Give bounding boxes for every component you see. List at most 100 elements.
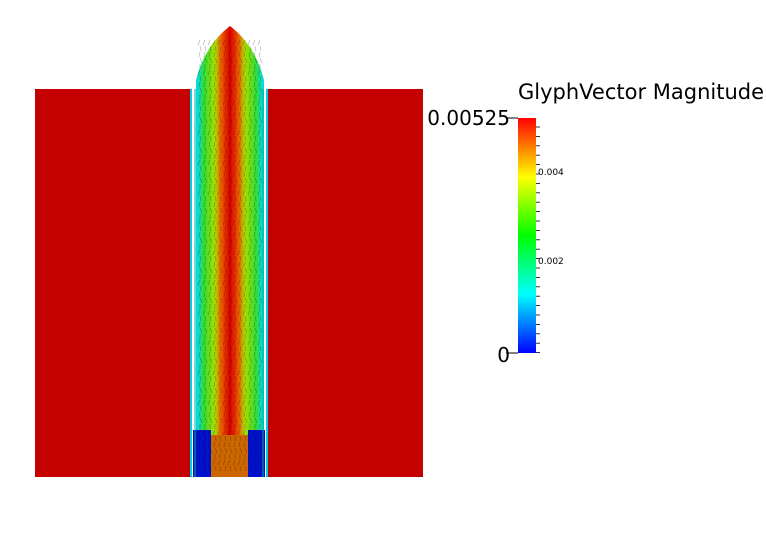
glyph-stroke <box>239 237 243 244</box>
glyph-stroke <box>234 177 238 184</box>
glyph-stroke <box>213 201 216 208</box>
glyph-stroke <box>248 201 251 208</box>
glyph-stroke <box>254 435 257 442</box>
glyph-stroke <box>208 111 211 118</box>
glyph-stroke <box>249 87 253 94</box>
glyph-stroke <box>199 297 203 304</box>
glyph-stroke <box>219 135 222 142</box>
glyph-stroke <box>202 429 206 436</box>
glyph-stroke <box>237 459 241 466</box>
glyph-stroke <box>224 375 227 382</box>
glyph-stroke <box>199 465 202 472</box>
glyph-stroke <box>224 255 227 262</box>
glyph-stroke <box>229 57 233 64</box>
glyph-stroke <box>234 225 237 232</box>
glyph-stroke <box>212 159 216 166</box>
glyph-stroke <box>223 81 226 88</box>
glyph-stroke <box>238 171 241 178</box>
glyph-stroke <box>253 261 256 268</box>
glyph-stroke <box>247 39 251 46</box>
glyph-stroke <box>217 429 221 436</box>
glyph-stroke <box>242 159 246 166</box>
glyph-stroke <box>259 357 263 364</box>
glyph-stroke <box>197 369 201 376</box>
glyph-stroke <box>219 315 222 322</box>
glyph-stroke <box>199 405 202 412</box>
glyph-stroke <box>208 321 211 328</box>
glyph-stroke <box>257 279 261 286</box>
glyph-stroke <box>258 261 261 268</box>
glyph-stroke <box>223 351 226 358</box>
glyph-stroke <box>244 117 248 124</box>
glyph-stroke <box>199 87 203 94</box>
glyph-stroke <box>247 249 251 256</box>
glyph-stroke <box>239 315 242 322</box>
glyph-stroke <box>219 375 222 382</box>
glyph-stroke <box>219 225 222 232</box>
glyph-stroke <box>217 309 221 316</box>
glyph-stroke <box>243 201 246 208</box>
glyph-stroke <box>244 417 248 424</box>
glyph-stroke <box>238 51 241 58</box>
glyph-stroke <box>259 297 263 304</box>
glyph-stroke <box>204 435 207 442</box>
glyph-stroke <box>253 141 256 148</box>
glyph-stroke <box>224 387 228 394</box>
glyph-stroke <box>199 327 203 334</box>
glyph-stroke <box>228 171 231 178</box>
glyph-stroke <box>247 369 251 376</box>
glyph-stroke <box>249 327 253 334</box>
glyph-stroke <box>232 309 236 316</box>
glyph-stroke <box>242 99 246 106</box>
glyph-stroke <box>222 189 226 196</box>
glyph-stroke <box>224 45 227 52</box>
glyph-stroke <box>259 165 262 172</box>
glyph-stroke <box>208 51 211 58</box>
glyph-stroke <box>247 459 251 466</box>
glyph-stroke <box>229 225 232 232</box>
glyph-stroke <box>199 345 202 352</box>
glyph-stroke <box>214 447 218 454</box>
glyph-stroke <box>212 309 216 316</box>
glyph-stroke <box>249 447 253 454</box>
glyph-stroke <box>257 189 261 196</box>
glyph-stroke <box>217 189 221 196</box>
glyph-stroke <box>239 225 242 232</box>
glyph-stroke <box>254 465 257 472</box>
glyph-stroke <box>197 39 201 46</box>
glyph-stroke <box>204 237 208 244</box>
glyph-stroke <box>213 231 216 238</box>
glyph-stroke <box>244 435 247 442</box>
glyph-stroke <box>224 147 228 154</box>
glyph-stroke <box>199 225 202 232</box>
glyph-stroke <box>259 237 263 244</box>
glyph-stroke <box>239 345 242 352</box>
glyph-stroke <box>217 339 221 346</box>
glyph-stroke <box>212 69 216 76</box>
glyph-stroke <box>219 387 223 394</box>
glyph-stroke <box>214 117 218 124</box>
glyph-stroke <box>224 435 227 442</box>
glyph-stroke <box>208 171 211 178</box>
glyph-stroke <box>229 345 232 352</box>
glyph-stroke <box>213 171 216 178</box>
glyph-stroke <box>252 399 256 406</box>
glyph-stroke <box>198 291 201 298</box>
glyph-stroke <box>228 291 231 298</box>
glyph-stroke <box>202 69 206 76</box>
glyph-stroke <box>237 249 241 256</box>
glyph-stroke <box>232 249 236 256</box>
legend-min-label: 0 <box>497 343 510 367</box>
glyph-stroke <box>253 201 256 208</box>
glyph-stroke <box>212 459 216 466</box>
glyph-stroke <box>202 339 206 346</box>
glyph-stroke <box>212 129 216 136</box>
glyph-stroke <box>224 267 228 274</box>
glyph-stroke <box>204 285 207 292</box>
glyph-stroke <box>229 405 232 412</box>
glyph-stroke <box>214 267 218 274</box>
glyph-stroke <box>247 69 251 76</box>
glyph-stroke <box>254 87 258 94</box>
glyph-stroke <box>238 351 241 358</box>
